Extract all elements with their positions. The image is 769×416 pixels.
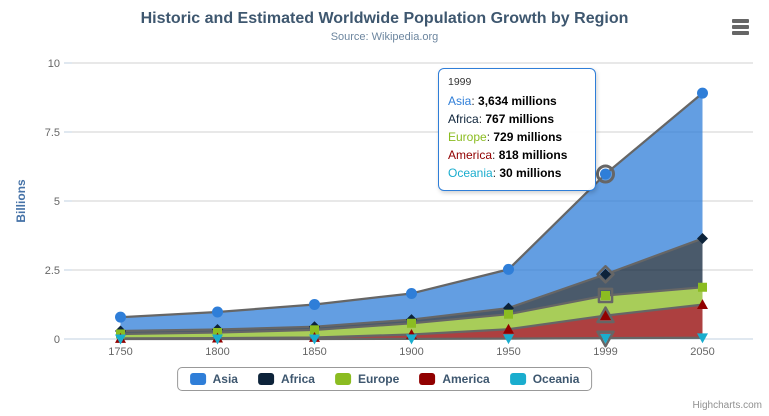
export-menu-button[interactable] (730, 17, 752, 37)
area-africa[interactable] (120, 238, 703, 334)
hover-halo (596, 164, 615, 184)
marker-africa-2050[interactable] (697, 233, 708, 245)
x-axis-label: 2050 (690, 346, 714, 358)
y-axis-label: 7.5 (45, 127, 60, 139)
marker-asia-1750[interactable] (115, 311, 126, 323)
marker-europe-1850[interactable] (309, 325, 320, 335)
marker-europe-1999[interactable] (600, 290, 611, 300)
marker-asia-1950[interactable] (503, 263, 514, 275)
hamburger-menu-icon (732, 25, 749, 29)
legend-swatch-asia (189, 373, 206, 385)
hover-halo (597, 287, 614, 304)
marker-oceania-1950[interactable] (503, 334, 514, 345)
x-axis-label: 1900 (399, 346, 423, 358)
marker-asia-1999[interactable] (600, 168, 611, 180)
area-asia[interactable] (120, 93, 703, 332)
hover-halo (596, 265, 615, 284)
y-axis-label: 10 (48, 58, 60, 70)
marker-oceania-1800[interactable] (212, 334, 223, 345)
x-axis-label: 1800 (205, 346, 229, 358)
legend-swatch-africa (257, 373, 274, 385)
marker-oceania-1850[interactable] (309, 334, 320, 345)
legend-item-europe[interactable]: Europe (334, 372, 400, 386)
legend-swatch-oceania (509, 373, 526, 385)
legend-item-oceania[interactable]: Oceania (509, 372, 580, 386)
x-axis-label: 1750 (108, 346, 132, 358)
x-axis-label: 1999 (593, 346, 617, 358)
marker-africa-1999[interactable] (600, 268, 611, 280)
marker-america-1999[interactable] (600, 310, 611, 320)
marker-europe-1900[interactable] (406, 318, 417, 328)
legend: Asia Africa Europe America Oceania (176, 367, 593, 391)
y-axis-label: 2.5 (45, 265, 60, 277)
hamburger-menu-icon (732, 19, 749, 23)
x-axis-label: 1850 (302, 346, 326, 358)
legend-label: Europe (357, 372, 400, 386)
hamburger-menu-icon (732, 31, 749, 35)
marker-europe-1950[interactable] (503, 309, 514, 319)
legend-label: America (442, 372, 490, 386)
y-axis-title: Billions (14, 179, 28, 223)
y-axis-label: 0 (54, 334, 60, 346)
chart-subtitle: Source: Wikipedia.org (330, 31, 439, 43)
marker-oceania-1999[interactable] (600, 333, 611, 344)
hover-halo (596, 330, 615, 348)
marker-america-1950[interactable] (503, 323, 514, 334)
marker-oceania-1900[interactable] (406, 334, 417, 345)
area-america[interactable] (120, 304, 703, 339)
legend-swatch-europe (334, 373, 351, 385)
marker-asia-1850[interactable] (309, 298, 320, 310)
legend-item-africa[interactable]: Africa (257, 372, 315, 386)
y-axis-label: 5 (54, 196, 60, 208)
marker-america-2050[interactable] (697, 299, 708, 309)
marker-asia-1900[interactable] (406, 287, 417, 299)
chart-title: Historic and Estimated Worldwide Populat… (140, 10, 629, 27)
legend-item-asia[interactable]: Asia (189, 372, 238, 386)
hover-halo (596, 306, 615, 324)
legend-item-america[interactable]: America (419, 372, 490, 386)
legend-label: Oceania (532, 372, 580, 386)
legend-swatch-america (419, 373, 436, 385)
x-axis-label: 1950 (496, 346, 520, 358)
legend-label: Africa (280, 372, 315, 386)
marker-asia-2050[interactable] (697, 87, 708, 99)
legend-label: Asia (212, 372, 238, 386)
marker-oceania-2050[interactable] (697, 333, 708, 344)
credits-link[interactable]: Highcharts.com (692, 400, 762, 411)
marker-europe-2050[interactable] (697, 282, 708, 292)
marker-asia-1800[interactable] (212, 306, 223, 318)
marker-oceania-1750[interactable] (115, 334, 126, 345)
